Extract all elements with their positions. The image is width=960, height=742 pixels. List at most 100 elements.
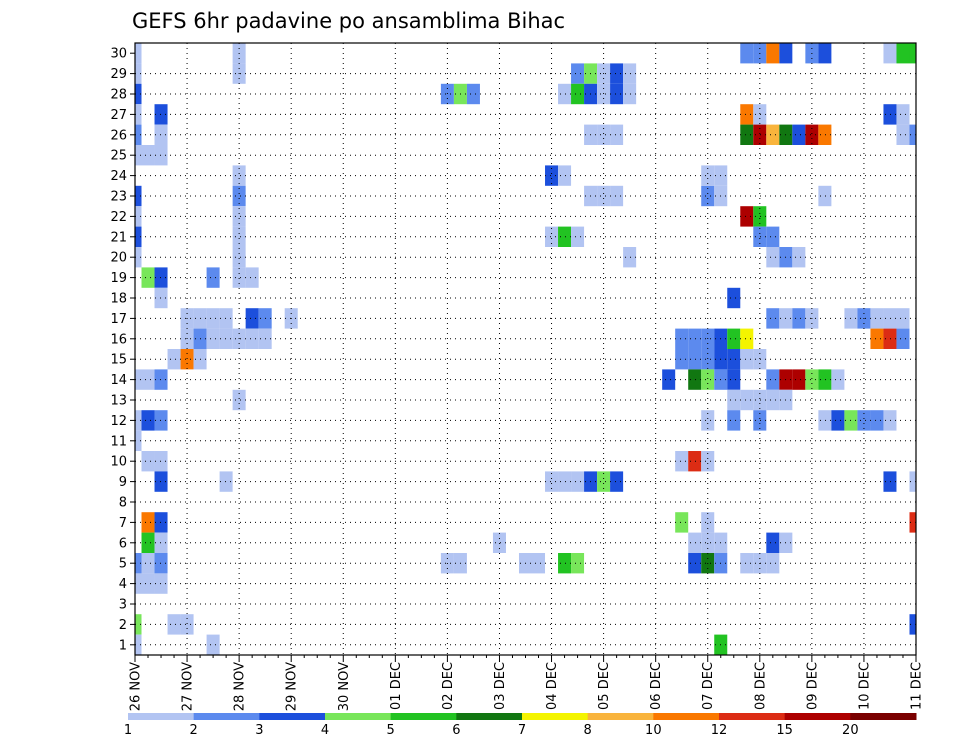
heatmap-cell [766, 553, 780, 574]
y-tick-label: 13 [110, 394, 127, 409]
heatmap-cell [232, 247, 246, 268]
heatmap-cell [766, 226, 780, 247]
heatmap-cell [623, 247, 637, 268]
y-tick-label: 11 [110, 434, 127, 449]
heatmap-cell [206, 267, 220, 288]
heatmap-cell [141, 553, 155, 574]
heatmap-cell [883, 410, 897, 431]
heatmap-cell [688, 451, 702, 472]
heatmap-cell [688, 349, 702, 370]
heatmap-cell [135, 247, 142, 268]
heatmap-cell [792, 308, 806, 329]
x-tick-label: 01 DEC [389, 662, 404, 710]
heatmap-cell [154, 553, 168, 574]
x-tick-label: 30 NOV [337, 662, 352, 711]
heatmap-cell [766, 308, 780, 329]
heatmap-cell [135, 226, 142, 247]
heatmap-cell [141, 532, 155, 553]
heatmap-cell [896, 328, 910, 349]
heatmap-cell [135, 614, 142, 635]
heatmap-cell [727, 287, 741, 309]
y-tick-label: 7 [119, 516, 127, 531]
colorbar: 1 2 3 4 5 6 7 8 10 12 15 20 [124, 713, 917, 738]
heatmap-cell [727, 369, 741, 390]
heatmap-cell [466, 83, 480, 105]
heatmap-cell [154, 124, 168, 145]
heatmap-cell [623, 83, 637, 105]
x-tick-label: 04 DEC [545, 662, 560, 710]
heatmap-cell [883, 328, 897, 349]
heatmap-cell [135, 206, 142, 227]
heatmap-cell [141, 267, 155, 288]
x-tick-label: 06 DEC [649, 662, 664, 710]
heatmap-cell [766, 532, 780, 553]
heatmap-cell [766, 124, 780, 145]
y-tick-label: 25 [110, 149, 127, 164]
heatmap-cell [180, 349, 194, 370]
heatmap-cell [141, 410, 155, 431]
heatmap-cell [141, 369, 155, 390]
heatmap-cell [909, 124, 916, 145]
heatmap-cell [766, 369, 780, 390]
heatmap-cell [883, 43, 897, 64]
heatmap-cell [206, 634, 220, 655]
heatmap-cell [727, 328, 741, 349]
heatmap-cell [245, 308, 259, 329]
heatmap-cell [206, 308, 220, 329]
heatmap-cell [571, 63, 585, 84]
y-tick-label: 27 [110, 108, 127, 123]
y-tick-label: 4 [119, 577, 127, 592]
heatmap-cell [740, 389, 754, 411]
heatmap-cell [896, 308, 910, 329]
heatmap-cell [623, 63, 637, 84]
heatmap-cell [558, 165, 572, 186]
heatmap-cell [219, 308, 233, 329]
heatmap-cell [232, 185, 246, 207]
heatmap-cell [180, 614, 194, 635]
heatmap-cell [675, 328, 689, 349]
heatmap-cell [232, 206, 246, 227]
colorbar-label: 2 [190, 723, 198, 738]
y-tick-label: 20 [110, 251, 127, 266]
heatmap-cell [610, 185, 624, 207]
heatmap-cell [909, 43, 916, 64]
heatmap-cell [545, 165, 559, 186]
heatmap-cell [545, 471, 559, 492]
heatmap-cell [727, 349, 741, 370]
colorbar-label: 8 [584, 723, 592, 738]
x-tick-label: 10 DEC [857, 662, 872, 710]
heatmap-cell [896, 104, 910, 125]
y-tick-label: 17 [110, 312, 127, 327]
heatmap-cell [909, 471, 916, 492]
heatmap-cell [831, 369, 845, 390]
heatmap-cell [610, 63, 624, 84]
heatmap-cell [688, 369, 702, 390]
y-tick-label: 28 [110, 88, 127, 103]
heatmap-cell [610, 124, 624, 145]
heatmap-cell [701, 512, 715, 533]
heatmap-cell [857, 410, 871, 431]
heatmap-cell [141, 573, 155, 594]
heatmap-cell [492, 532, 506, 553]
heatmap-cell [740, 104, 754, 125]
heatmap-cell [154, 287, 168, 309]
heatmap-cell [753, 410, 767, 431]
heatmap-cell [571, 553, 585, 574]
heatmap-cell [141, 451, 155, 472]
heatmap-cell [135, 43, 142, 64]
heatmap-cells [135, 43, 916, 655]
heatmap-cell [232, 226, 246, 247]
heatmap-cell [805, 369, 819, 390]
x-tick-label: 08 DEC [753, 662, 768, 710]
heatmap-cell [571, 83, 585, 105]
y-tick-label: 29 [110, 67, 127, 82]
x-tick-label: 07 DEC [701, 662, 716, 710]
colorbar-swatch [325, 713, 392, 720]
colorbar-label: 5 [387, 723, 395, 738]
y-tick-label: 26 [110, 128, 127, 143]
heatmap-cell [883, 308, 897, 329]
heatmap-cell [779, 43, 793, 64]
heatmap-cell [135, 83, 142, 105]
heatmap-cell [135, 369, 142, 390]
